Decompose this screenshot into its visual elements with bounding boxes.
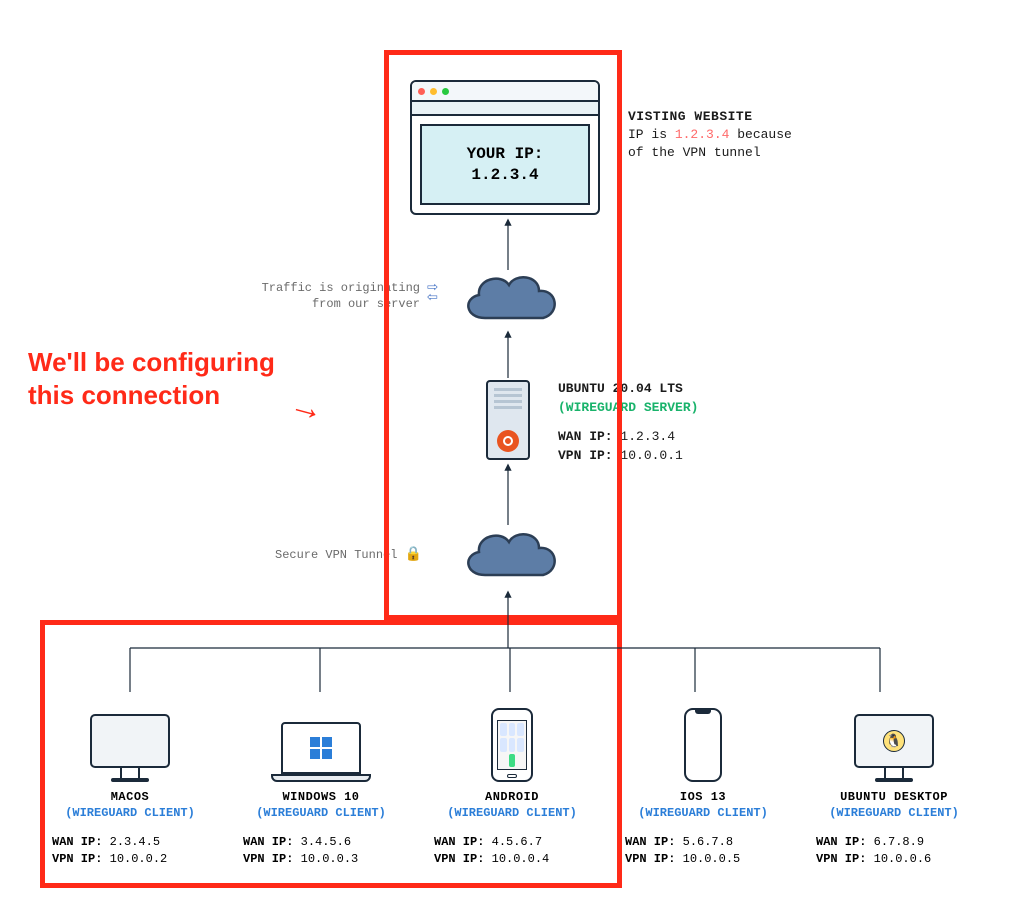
vpn-key: VPN IP: [816, 852, 866, 866]
wan-val: 6.7.8.9 [874, 835, 924, 849]
vpn-val: 10.0.0.5 [683, 852, 741, 866]
client-role: (WIREGUARD CLIENT) [804, 806, 984, 820]
vpn-val: 10.0.0.6 [874, 852, 932, 866]
callout-line2: this connection [28, 380, 220, 410]
server-vpn-val: 10.0.0.1 [620, 448, 682, 463]
client-role: (WIREGUARD CLIENT) [231, 806, 411, 820]
client-ubuntu-desktop: 🐧 UBUNTU DESKTOP (WIREGUARD CLIENT) WAN … [804, 692, 984, 869]
callout-arrow-glyph: → [286, 384, 329, 430]
windows-icon [310, 737, 332, 759]
website-label-title: VISTING WEBSITE [628, 108, 792, 126]
client-row: MACOS (WIREGUARD CLIENT) WAN IP: 2.3.4.5… [40, 692, 984, 869]
vpn-key: VPN IP: [243, 852, 293, 866]
client-android: ANDROID (WIREGUARD CLIENT) WAN IP: 4.5.6… [422, 692, 602, 869]
vpn-key: VPN IP: [52, 852, 102, 866]
website-label-pre: IP is [628, 127, 675, 142]
vpn-val: 10.0.0.4 [492, 852, 550, 866]
client-macos: MACOS (WIREGUARD CLIENT) WAN IP: 2.3.4.5… [40, 692, 220, 869]
device-iphone [613, 692, 793, 782]
vpn-val: 10.0.0.2 [110, 852, 168, 866]
vpn-key: VPN IP: [625, 852, 675, 866]
wan-val: 4.5.6.7 [492, 835, 542, 849]
tunnel-label-text: Secure VPN Tunnel [275, 548, 397, 562]
wan-key: WAN IP: [434, 835, 484, 849]
website-label: VISTING WEBSITE IP is 1.2.3.4 because of… [628, 108, 792, 163]
client-name: IOS 13 [613, 790, 793, 804]
vpn-val: 10.0.0.3 [301, 852, 359, 866]
website-label-ip: 1.2.3.4 [675, 127, 730, 142]
client-name: WINDOWS 10 [231, 790, 411, 804]
website-label-post: because [729, 127, 791, 142]
wan-key: WAN IP: [52, 835, 102, 849]
client-windows: WINDOWS 10 (WIREGUARD CLIENT) WAN IP: 3.… [231, 692, 411, 869]
callout-line1: We'll be configuring [28, 346, 275, 379]
client-role: (WIREGUARD CLIENT) [613, 806, 793, 820]
device-laptop [231, 692, 411, 782]
client-role: (WIREGUARD CLIENT) [422, 806, 602, 820]
tux-icon: 🐧 [883, 730, 905, 752]
wan-key: WAN IP: [816, 835, 866, 849]
device-desktop: 🐧 [804, 692, 984, 782]
client-name: MACOS [40, 790, 220, 804]
callout-arrow-icon: → [286, 386, 328, 428]
client-name: UBUNTU DESKTOP [804, 790, 984, 804]
client-role: (WIREGUARD CLIENT) [40, 806, 220, 820]
highlight-box-vertical [384, 50, 622, 620]
client-ios: IOS 13 (WIREGUARD CLIENT) WAN IP: 5.6.7.… [613, 692, 793, 869]
wan-val: 3.4.5.6 [301, 835, 351, 849]
wan-val: 5.6.7.8 [683, 835, 733, 849]
server-wan-val: 1.2.3.4 [620, 429, 675, 444]
device-imac [40, 692, 220, 782]
device-android-phone [422, 692, 602, 782]
callout-text: We'll be configuring this connection [28, 346, 275, 411]
wan-key: WAN IP: [625, 835, 675, 849]
wan-val: 2.3.4.5 [110, 835, 160, 849]
client-name: ANDROID [422, 790, 602, 804]
website-label-line3: of the VPN tunnel [628, 144, 792, 162]
vpn-key: VPN IP: [434, 852, 484, 866]
wan-key: WAN IP: [243, 835, 293, 849]
